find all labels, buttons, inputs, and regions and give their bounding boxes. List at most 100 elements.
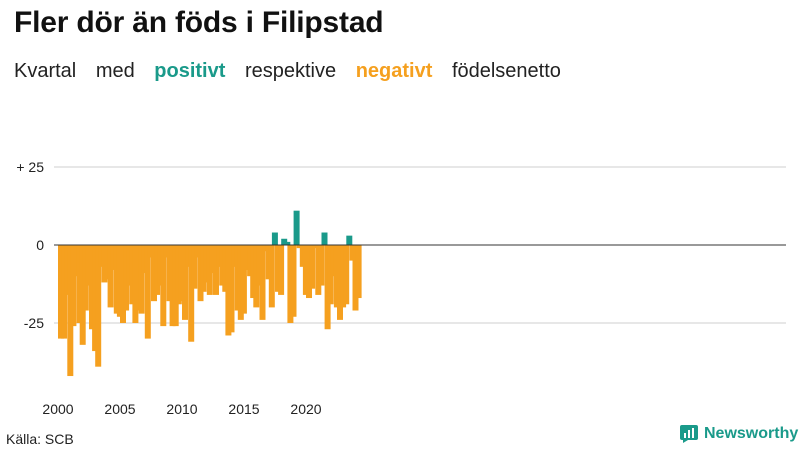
bar-negative [237, 245, 244, 320]
bar-negative [116, 245, 123, 317]
brand-name: Newsworthy [704, 425, 799, 442]
subtitle-word: Kvartal [14, 60, 77, 82]
bar-negative [290, 245, 297, 317]
bar-negative [64, 245, 71, 295]
subtitle-word: med [95, 60, 135, 82]
bar-negative [67, 245, 74, 377]
bar-negative [151, 245, 157, 302]
bar-negative [138, 245, 145, 314]
bar-negative [278, 245, 285, 295]
bar-negative [327, 245, 334, 305]
bar-negative [352, 245, 359, 311]
bar-negative [296, 245, 303, 249]
bar-negative [312, 245, 319, 249]
bar-negative [209, 245, 216, 274]
bar-negative [244, 245, 250, 270]
bar-negative [219, 245, 226, 286]
bar-negative [160, 245, 167, 327]
bar-negative [101, 245, 108, 283]
bar-negative [163, 245, 170, 258]
bar-negative [79, 245, 86, 345]
newsworthy-icon [680, 425, 698, 443]
bar-negative [70, 245, 77, 327]
bar-negative [337, 245, 343, 320]
bar-negative [182, 245, 188, 320]
bar-negative [343, 245, 350, 305]
y-tick-label: + 25 [16, 159, 44, 175]
y-tick-label: 0 [36, 237, 44, 253]
bar-negative [157, 245, 164, 286]
bar-negative [275, 245, 281, 292]
bar-positive [281, 238, 288, 245]
bar-negative [253, 245, 260, 308]
subtitle-word: födelsenetto [451, 60, 561, 82]
bar-negative [231, 245, 238, 267]
bar-negative [222, 245, 229, 292]
bar-positive [321, 232, 328, 245]
x-tick-label: 2015 [228, 401, 259, 417]
bar-positive [271, 232, 278, 245]
bar-negative [129, 245, 136, 305]
bar-negative [132, 245, 139, 323]
bar-negative [333, 245, 340, 308]
bar-negative [166, 245, 173, 302]
bar-negative [113, 245, 120, 314]
bar-negative [228, 245, 235, 333]
bar-negative [287, 245, 294, 323]
bar-negative [58, 245, 64, 339]
bar-negative [154, 245, 161, 295]
bar-negative [123, 245, 130, 311]
bar-negative [98, 245, 105, 267]
bar-negative [262, 245, 269, 252]
bar-negative [135, 245, 142, 311]
bar-negative [175, 245, 182, 305]
bar-negative [330, 245, 337, 277]
bar-negative [194, 245, 201, 258]
bar-negative [107, 245, 114, 308]
bar-negative [318, 245, 325, 286]
bar-negative [203, 245, 210, 283]
subtitle-word: respektive [244, 60, 337, 82]
bar-negative [95, 245, 102, 367]
bar-negative [126, 245, 133, 286]
bar-negative [89, 245, 95, 330]
bar-negative [240, 245, 247, 314]
bar-negative [340, 245, 347, 308]
brand-logo: Newsworthy [680, 425, 798, 443]
bar-negative [306, 245, 312, 299]
chart-title: Fler dör än föds i Filipstad [14, 6, 384, 39]
bar-negative [73, 245, 80, 277]
bar-negative [256, 245, 263, 286]
x-tick-label: 2000 [42, 401, 73, 417]
bar-negative [144, 245, 151, 339]
bar-negative [76, 245, 83, 323]
bar-negative [250, 245, 257, 299]
bar-negative [197, 245, 204, 302]
bar-negative [206, 245, 213, 295]
bar-negative [324, 245, 331, 330]
x-tick-label: 2005 [104, 401, 135, 417]
bar-negative [216, 245, 223, 267]
bar-negative [61, 245, 68, 339]
bar-negative [355, 245, 362, 299]
bar-negative [82, 245, 89, 311]
bar-negative [309, 245, 316, 289]
bar-negative [141, 245, 148, 274]
x-tick-label: 2020 [290, 401, 321, 417]
bar-negative [110, 245, 117, 270]
bar-negative [302, 245, 309, 295]
bar-negative [234, 245, 241, 311]
bar-positive [293, 210, 300, 245]
bar-negative [247, 245, 254, 277]
bar-negative [259, 245, 266, 320]
bar-negative [172, 245, 179, 327]
bar-negative [185, 245, 192, 267]
bar-negative [315, 245, 322, 295]
bar-positive [346, 235, 353, 245]
chart-subtitle: Kvartal med positivt respektive negativt… [14, 60, 575, 83]
bar-negative [188, 245, 195, 342]
bar-negative [299, 245, 306, 267]
bar-positive [284, 241, 291, 245]
bar-negative [169, 245, 176, 327]
